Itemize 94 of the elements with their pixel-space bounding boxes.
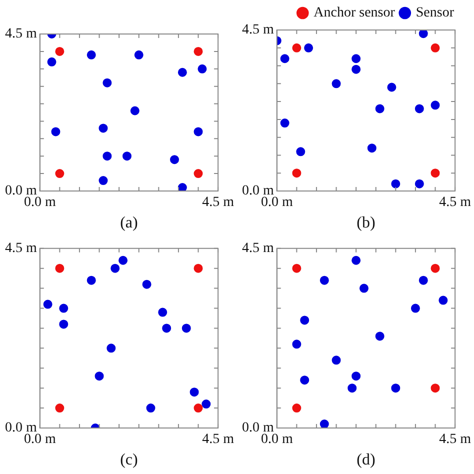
x-tick-label: 4.5 m (439, 432, 472, 448)
x-tick-label: 0.0 m (24, 195, 56, 210)
point (55, 404, 64, 413)
point (86, 276, 96, 285)
point (55, 169, 64, 178)
point (98, 176, 108, 186)
point (190, 388, 199, 397)
point (430, 384, 440, 393)
point (296, 147, 306, 156)
point (194, 127, 203, 136)
point (170, 155, 180, 164)
point (55, 46, 64, 56)
point (51, 127, 60, 136)
x-axis-title: (a) (120, 214, 138, 232)
point (292, 43, 302, 52)
point (118, 256, 128, 265)
point (59, 320, 68, 329)
x-tick-label: 0.0 m (260, 195, 293, 210)
point (375, 104, 384, 114)
y-tick-label: 4.5 m (5, 241, 37, 256)
point (110, 264, 120, 273)
point (332, 79, 341, 88)
point (158, 308, 168, 317)
point (391, 384, 400, 393)
point (146, 404, 156, 413)
point (352, 54, 361, 64)
point (86, 50, 96, 60)
point (198, 64, 207, 74)
x-tick-label: 4.5 m (202, 432, 234, 448)
point (202, 400, 211, 409)
x-axis-title: (b) (356, 214, 376, 232)
point (102, 152, 112, 161)
point (98, 124, 108, 133)
point (430, 100, 440, 110)
point (280, 54, 290, 64)
point (352, 64, 361, 74)
point (106, 344, 116, 353)
point (414, 104, 424, 114)
point (47, 57, 56, 66)
point (194, 404, 203, 413)
point (134, 50, 144, 60)
point (352, 256, 361, 265)
point (43, 300, 52, 309)
point (102, 78, 112, 88)
point (359, 284, 368, 293)
point (304, 43, 314, 52)
point (430, 168, 440, 178)
point (194, 169, 203, 178)
point (122, 152, 132, 161)
point (418, 30, 428, 38)
x-axis-title: (c) (120, 452, 138, 469)
point (414, 179, 424, 188)
point (194, 264, 203, 273)
point (182, 324, 191, 333)
point (162, 324, 172, 333)
legend-label: Sensor (416, 6, 454, 21)
point (280, 118, 290, 128)
point (178, 68, 187, 77)
y-tick-label: 4.5 m (5, 26, 37, 42)
point (292, 168, 302, 178)
x-axis-title: (d) (356, 452, 376, 469)
point (300, 316, 310, 325)
point (292, 404, 302, 413)
point (430, 264, 440, 273)
point (292, 264, 302, 273)
x-tick-label: 0.0 m (24, 432, 56, 448)
point (418, 276, 428, 285)
x-tick-label: 4.5 m (439, 195, 472, 210)
point (332, 356, 341, 365)
point (59, 304, 68, 313)
point (55, 264, 64, 273)
point (367, 144, 376, 153)
point (178, 183, 187, 191)
point (194, 46, 203, 56)
point (410, 304, 420, 313)
point (320, 276, 329, 285)
point (292, 340, 302, 349)
point (142, 280, 152, 289)
point (352, 372, 361, 381)
point (94, 372, 104, 381)
x-tick-label: 0.0 m (260, 432, 293, 448)
point (348, 384, 357, 393)
point (387, 82, 396, 92)
point (130, 106, 140, 116)
x-tick-label: 4.5 m (202, 195, 234, 210)
point (300, 376, 310, 385)
point (375, 332, 384, 341)
point (438, 296, 448, 305)
point (391, 179, 400, 188)
legend-label: Anchor sensor (314, 6, 396, 21)
y-tick-label: 4.5 m (242, 241, 274, 256)
point (430, 43, 440, 52)
point (320, 420, 329, 428)
y-tick-label: 4.5 m (242, 22, 274, 38)
